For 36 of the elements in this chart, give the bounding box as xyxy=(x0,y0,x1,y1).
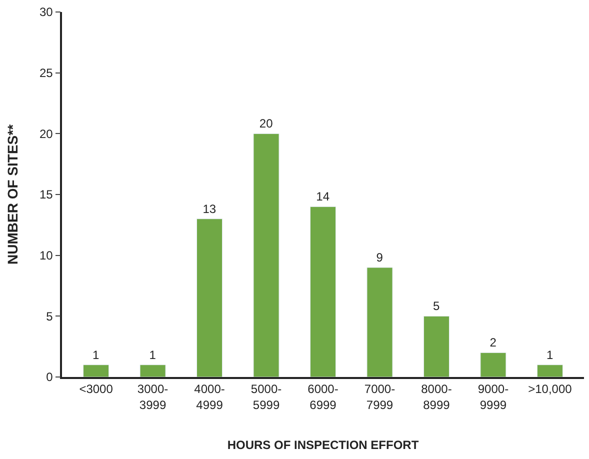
y-tick-label: 0 xyxy=(46,370,54,384)
bar xyxy=(83,364,110,377)
data-label: 13 xyxy=(202,202,216,216)
data-label: 14 xyxy=(316,190,330,204)
y-tick-label: 25 xyxy=(39,66,54,80)
y-tick-label: 30 xyxy=(39,5,54,20)
data-label: 1 xyxy=(546,348,554,362)
bar xyxy=(140,364,166,377)
data-label: 9 xyxy=(376,250,384,264)
bar xyxy=(480,352,506,377)
x-tick-label: 9000-9999 xyxy=(478,382,509,412)
x-tick-label: <3000 xyxy=(79,382,114,396)
y-axis-title: NUMBER OF SITES** xyxy=(4,124,21,265)
bar xyxy=(536,364,563,377)
x-tick-label: 5000-5999 xyxy=(250,382,282,412)
bar xyxy=(310,206,336,377)
bar xyxy=(423,316,450,377)
x-tick-label: >10,000 xyxy=(528,382,572,396)
data-label: 1 xyxy=(92,348,100,362)
y-tick-label: 5 xyxy=(46,309,54,324)
y-tick-label: 15 xyxy=(39,188,54,202)
x-axis-title: HOURS OF INSPECTION EFFORT xyxy=(227,438,420,452)
data-label: 1 xyxy=(149,348,156,362)
data-label: 2 xyxy=(490,336,497,350)
y-tick-label: 20 xyxy=(39,126,54,141)
x-tick-label: 7000-7999 xyxy=(364,382,396,412)
data-label: 20 xyxy=(259,116,274,131)
bar xyxy=(366,267,393,377)
x-tick-label: 8000-8999 xyxy=(421,382,452,412)
x-tick-label: 3000-3999 xyxy=(137,382,168,412)
bar xyxy=(196,218,223,377)
bar xyxy=(253,133,280,377)
x-tick-label: 4000-4999 xyxy=(194,382,225,412)
data-label: 5 xyxy=(432,299,440,314)
x-tick-label: 6000-6999 xyxy=(308,382,338,412)
y-tick-label: 10 xyxy=(39,248,54,263)
